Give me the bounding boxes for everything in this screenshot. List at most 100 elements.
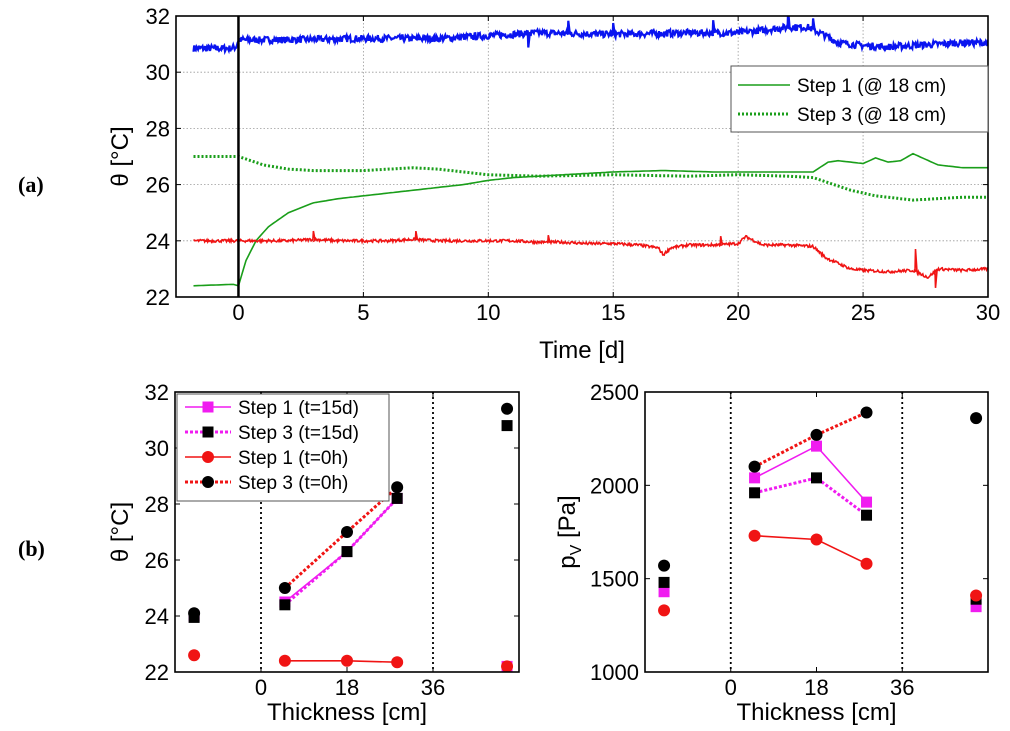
axes-border [174,391,520,673]
series-line-1 [193,152,988,287]
chart-thickness-vapour-pressure: 0 18 36 1000 1500 2000 2500 Thickness [cm] pV [P… [554,380,989,726]
y-axis-label: θ [°C] [107,126,134,186]
legend: Step 1 (@ 18 cm) Step 3 (@ 18 cm) [730,65,989,133]
data-point-3 [188,607,201,620]
x-tick-label: 5 [357,300,369,325]
x-tick-label: 18 [804,675,828,700]
x-tick-label: 18 [335,675,359,700]
x-tick-label: 36 [890,675,914,700]
axes-border [175,15,989,298]
data-point-2 [391,656,404,669]
legend-label: Step 1 (t=0h) [238,448,348,469]
y-tick-label: 28 [145,492,169,517]
series-line-2 [193,155,988,202]
data-point-0 [811,440,822,452]
y-tick-label: 26 [146,173,170,198]
data-point-1 [341,546,353,558]
y-tick-label: 24 [145,604,169,629]
axes-border [644,391,989,673]
data-point-0 [202,401,214,413]
y-tick-label: 22 [146,285,170,310]
y-axis-label: θ [°C] [107,502,134,562]
y-tick-label: 32 [145,380,169,405]
series-line-0 [754,445,868,503]
data-point-2 [278,654,291,667]
series-line-1 [754,476,868,517]
data-point-3 [202,476,214,488]
legend-label: Step 1 (t=15d) [238,398,359,419]
data-point-2 [341,654,353,667]
y-tick-label: 24 [146,229,170,254]
data-point-1 [279,599,291,611]
series-line-3 [283,486,399,590]
y-tick-label: 22 [145,660,169,685]
data-point-0 [749,472,761,484]
x-tick-label: 25 [851,300,875,325]
y-tick-label: 26 [145,548,169,573]
legend-label: Step 3 (t=15d) [238,423,359,444]
data-point-2 [970,589,983,602]
data-point-2 [188,649,201,662]
x-tick-label: 15 [601,300,625,325]
x-axis-label: Time [d] [539,337,625,364]
y-tick-label: 28 [146,116,170,141]
x-tick-label: 20 [726,300,750,325]
data-point-3 [278,582,291,594]
data-point-2 [202,451,214,463]
x-tick-label: 0 [255,675,267,700]
legend-label: Step 3 (@ 18 cm) [797,105,946,126]
x-tick-label: 0 [232,300,244,325]
data-point-3 [810,428,823,441]
data-point-1 [658,576,670,588]
data-point-3 [748,460,761,473]
y-tick-label: 2000 [590,473,639,498]
legend-box [730,65,989,133]
legend: Step 1 (t=15d) Step 3 (t=15d) Step 1 (t=0h… [176,393,390,502]
data-point-2 [658,604,671,617]
y-tick-label: 1000 [590,660,639,685]
data-point-1 [811,472,822,484]
series-line-3 [753,411,868,469]
y-tick-label: 30 [146,60,170,85]
x-tick-label: 0 [725,675,737,700]
plot-area [192,16,988,288]
y-tick-label: 2500 [590,380,639,405]
data-point-3 [658,559,671,572]
data-point-0 [970,601,982,613]
data-point-2 [860,557,873,570]
y-tick-label: 1500 [590,567,639,592]
data-point-3 [501,402,514,415]
y-tick-label: 30 [145,436,169,461]
legend-label: Step 3 (t=0h) [238,473,348,494]
x-tick-label: 36 [421,675,445,700]
data-point-2 [810,533,823,546]
panel-label-b: (b) [18,536,45,561]
x-tick-label: 30 [976,300,1000,325]
x-tick-label: 10 [476,300,500,325]
legend-label: Step 1 (@ 18 cm) [797,76,946,97]
data-point-3 [391,481,404,494]
data-point-2 [748,529,761,542]
series-line-3 [193,230,988,288]
panel-label-a: (a) [18,172,44,197]
y-axis-label: pV [Pa] [554,495,585,568]
data-point-1 [749,487,761,499]
x-axis-label: Thickness [cm] [736,699,896,726]
data-point-1 [501,420,513,432]
data-point-3 [860,406,873,419]
data-point-1 [391,492,403,504]
y-tick-label: 32 [146,4,170,29]
data-point-3 [341,526,353,538]
data-point-0 [658,586,670,598]
chart-thickness-temperature: 0 18 36 22 24 26 28 30 32 Thickness [cm] θ [°C] Ste… [107,380,520,726]
series-line-0 [284,497,398,603]
series-line-0 [192,16,988,56]
data-point-3 [970,412,983,425]
data-point-1 [202,426,214,438]
chart-time-series: 0 5 10 15 20 25 30 22 24 26 28 30 32 Time [d] θ [°C] St… [107,4,1000,364]
data-point-1 [861,509,873,521]
data-point-0 [861,496,873,508]
x-axis-label: Thickness [cm] [267,699,427,726]
data-point-2 [501,660,514,673]
